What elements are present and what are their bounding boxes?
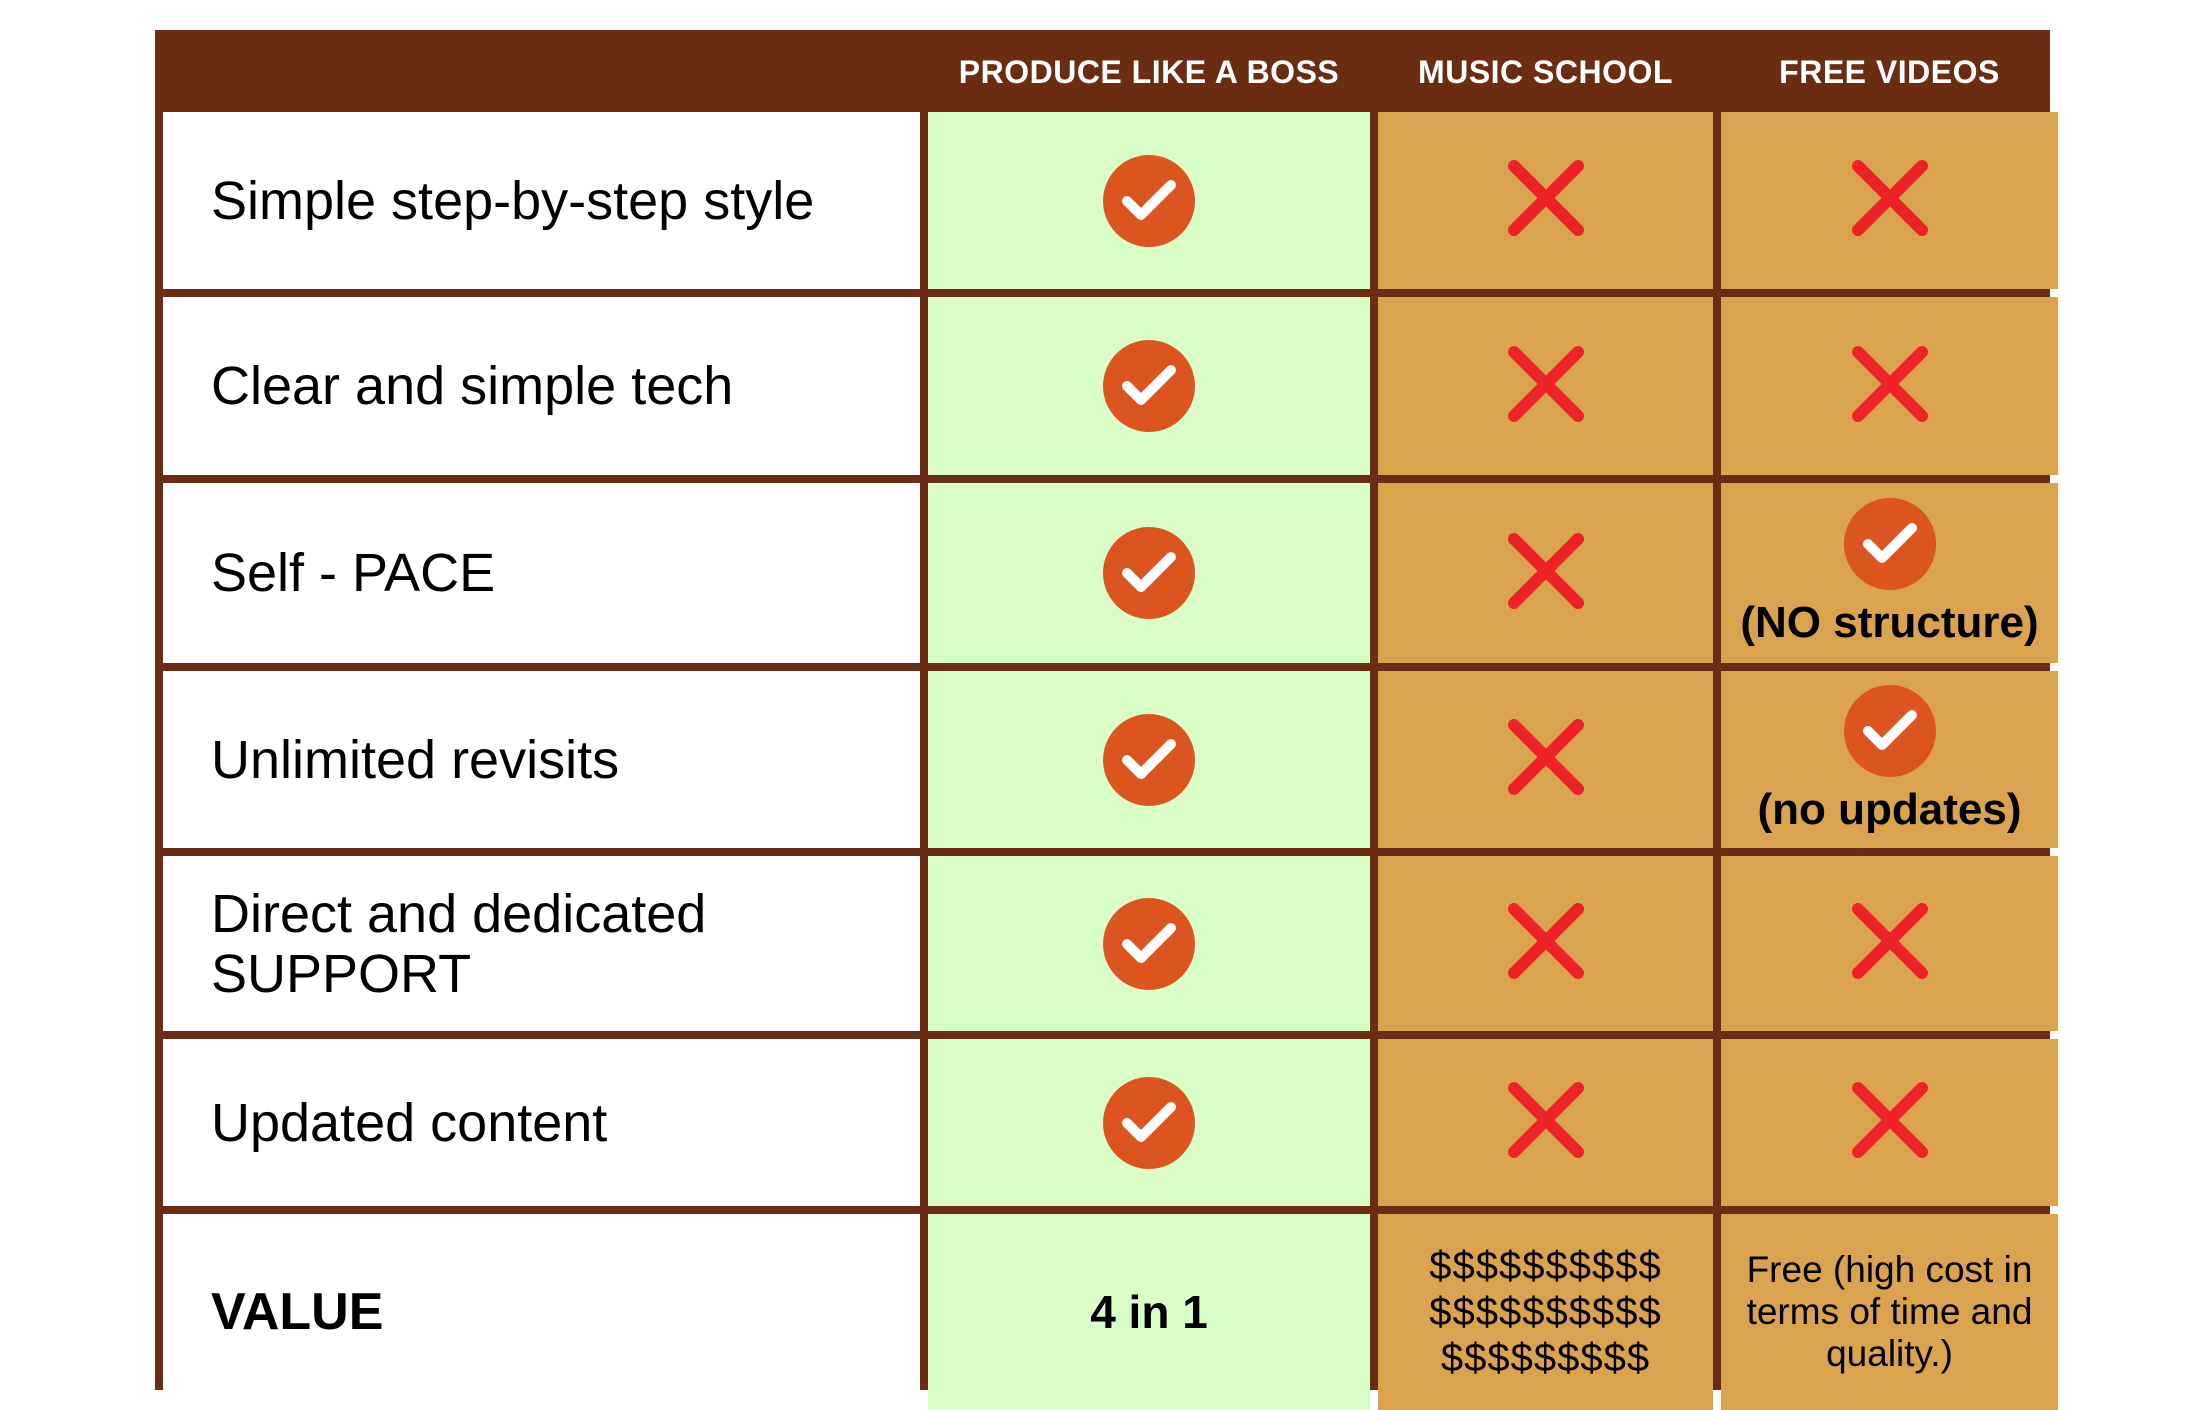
check-icon [1843, 498, 1936, 590]
feature-label: Simple step-by-step style [163, 112, 920, 289]
cross-icon [1850, 158, 1930, 243]
feature-label: Clear and simple tech [163, 297, 920, 475]
music-school-cell [1378, 671, 1713, 848]
header-music-school: MUSIC SCHOOL [1418, 53, 1673, 90]
free-videos-note: (no updates) [1757, 784, 2022, 834]
plab-value-cell: 4 in 1 [928, 1214, 1370, 1410]
music-value-line: $$$$$$$$$$ [1429, 1244, 1662, 1288]
check-icon [1103, 713, 1195, 806]
header-blank [163, 30, 920, 104]
check-icon [1103, 897, 1195, 990]
cross-icon [1506, 531, 1586, 616]
feature-label: Direct and dedicated SUPPORT [163, 856, 920, 1031]
music-school-cell [1378, 112, 1713, 289]
check-icon [1103, 1076, 1195, 1169]
check-icon [1103, 340, 1195, 432]
free-videos-cell: (NO structure) [1721, 483, 2058, 663]
music-school-cell [1378, 856, 1713, 1031]
check-icon [1843, 684, 1936, 777]
cross-icon [1850, 901, 1930, 986]
check-icon [1103, 527, 1195, 619]
free-value-cell: Free (high cost in terms of time and qua… [1721, 1214, 2058, 1410]
plab-cell [928, 856, 1370, 1031]
free-videos-cell [1721, 856, 2058, 1031]
cross-icon [1850, 1080, 1930, 1165]
cross-icon [1506, 901, 1586, 986]
cross-icon [1506, 717, 1586, 802]
free-videos-note: (NO structure) [1740, 598, 2039, 647]
header-free-videos: FREE VIDEOS [1779, 53, 2000, 90]
header-produce-like-a-boss: PRODUCE LIKE A BOSS [958, 53, 1340, 90]
plab-cell [928, 297, 1370, 475]
free-videos-cell [1721, 1039, 2058, 1206]
feature-label: Self - PACE [163, 483, 920, 663]
cross-icon [1506, 1080, 1586, 1165]
music-school-cell [1378, 1039, 1713, 1206]
music-school-cell [1378, 297, 1713, 475]
cross-icon [1506, 158, 1586, 243]
music-value-line: $$$$$$$$$ [1440, 1336, 1651, 1380]
feature-label: Unlimited revisits [163, 671, 920, 848]
music-value-cell: $$$$$$$$$$ $$$$$$$$$$ $$$$$$$$$ [1378, 1214, 1713, 1410]
check-icon [1103, 154, 1195, 247]
cross-icon [1506, 344, 1586, 429]
music-value-line: $$$$$$$$$$ [1429, 1290, 1662, 1334]
feature-label: Updated content [163, 1039, 920, 1206]
plab-value: 4 in 1 [1090, 1286, 1208, 1338]
plab-cell [928, 1039, 1370, 1206]
value-label: VALUE [163, 1214, 920, 1410]
comparison-table: PRODUCE LIKE A BOSS MUSIC SCHOOL FREE VI… [155, 30, 2058, 1410]
free-videos-cell: (no updates) [1721, 671, 2058, 848]
plab-cell [928, 671, 1370, 848]
plab-cell [928, 112, 1370, 289]
cross-icon [1850, 344, 1930, 429]
music-school-cell [1378, 483, 1713, 663]
free-videos-cell [1721, 297, 2058, 475]
free-videos-cell [1721, 112, 2058, 289]
plab-cell [928, 483, 1370, 663]
free-value: Free (high cost in terms of time and qua… [1746, 1249, 2033, 1374]
